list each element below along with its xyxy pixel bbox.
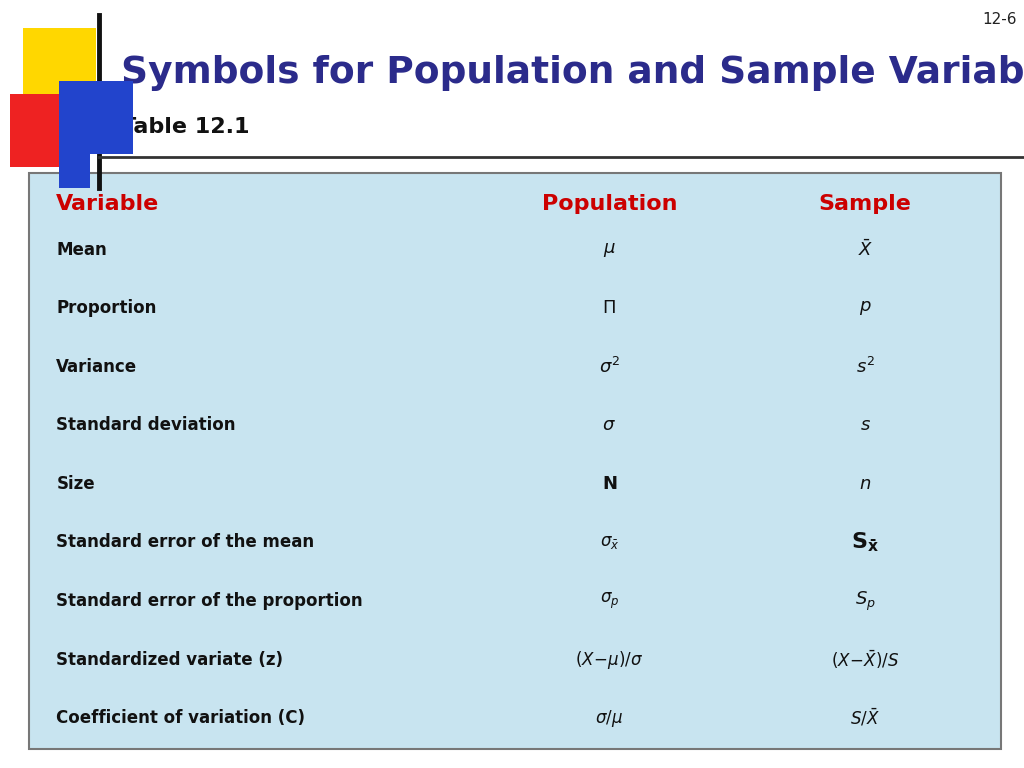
Text: Standard error of the proportion: Standard error of the proportion [56,592,362,610]
Text: $S/\bar{X}$: $S/\bar{X}$ [850,707,881,729]
Text: Population: Population [542,194,677,214]
Text: $(X\!-\!\bar{X})/S$: $(X\!-\!\bar{X})/S$ [831,648,899,670]
Text: Size: Size [56,475,95,493]
Text: Standardized variate (z): Standardized variate (z) [56,650,284,668]
Text: $n$: $n$ [859,475,871,493]
Text: $\bar{X}$: $\bar{X}$ [857,240,873,260]
Text: $\sigma/\mu$: $\sigma/\mu$ [595,707,624,729]
Text: $\mathbf{N}$: $\mathbf{N}$ [601,475,617,493]
Text: $\sigma$: $\sigma$ [602,416,616,434]
Text: $S_p$: $S_p$ [855,589,876,613]
Text: $\sigma_{\bar{x}}$: $\sigma_{\bar{x}}$ [599,534,620,551]
Text: Coefficient of variation (C): Coefficient of variation (C) [56,709,305,727]
Text: $p$: $p$ [859,300,871,317]
Text: $s$: $s$ [860,416,870,434]
Text: Mean: Mean [56,240,108,259]
Text: Proportion: Proportion [56,300,157,317]
Text: $\sigma_p$: $\sigma_p$ [600,591,618,611]
Text: Variable: Variable [56,194,160,214]
Text: Variance: Variance [56,358,137,376]
Text: Standard error of the mean: Standard error of the mean [56,534,314,551]
Text: Standard deviation: Standard deviation [56,416,236,434]
Text: $(X\!-\!\mu)/\sigma$: $(X\!-\!\mu)/\sigma$ [575,648,643,670]
Text: $s^2$: $s^2$ [856,356,874,377]
Text: Table 12.1: Table 12.1 [121,117,249,137]
Text: 12-6: 12-6 [982,12,1017,27]
Text: Sample: Sample [819,194,911,214]
Text: Symbols for Population and Sample Variables: Symbols for Population and Sample Variab… [121,55,1024,91]
Text: $\mathbf{S}_{\mathbf{\bar{x}}}$: $\mathbf{S}_{\mathbf{\bar{x}}}$ [851,531,880,554]
Text: $\mu$: $\mu$ [603,240,615,259]
Bar [29,173,1001,749]
Text: $\sigma^2$: $\sigma^2$ [599,356,620,377]
Text: $\Pi$: $\Pi$ [602,300,616,317]
